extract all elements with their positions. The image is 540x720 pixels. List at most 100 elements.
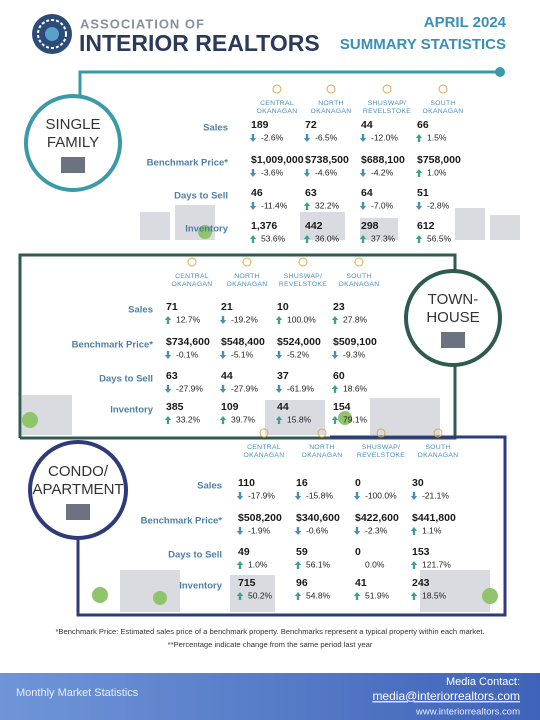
region-name: SHUSWAP/ xyxy=(362,444,400,451)
region-name: OKANAGAN xyxy=(244,452,285,459)
stat-change: 53.6% xyxy=(261,233,286,243)
footer-bar xyxy=(0,673,540,720)
arrow-up xyxy=(415,134,423,142)
region-name: CENTRAL xyxy=(260,100,294,107)
region-name: OKANAGAN xyxy=(257,108,298,115)
frame xyxy=(18,67,507,617)
arrow-down xyxy=(353,527,361,535)
stat-change: -27.9% xyxy=(176,383,203,393)
stat-value: 298 xyxy=(361,220,379,232)
stat-change: -100.0% xyxy=(365,490,397,500)
stat-value: 46 xyxy=(251,187,263,199)
stat-change: 33.2% xyxy=(176,414,201,424)
stat-value: $422,600 xyxy=(355,512,399,524)
arrow-down xyxy=(303,134,311,142)
arrow-down xyxy=(415,202,423,210)
stat-value: 44 xyxy=(277,401,289,413)
region-icon xyxy=(376,428,386,438)
stat-change: -5.1% xyxy=(231,349,254,359)
arrow-down xyxy=(249,169,257,177)
stat-value: 63 xyxy=(305,187,317,199)
region-icon xyxy=(382,84,392,94)
stat-value: 243 xyxy=(412,577,430,589)
arrow-up xyxy=(275,416,283,424)
stat-change: -9.3% xyxy=(343,349,366,359)
row-label: Sales xyxy=(128,305,153,316)
stat-value: 189 xyxy=(251,119,269,131)
row-label: Days to Sell xyxy=(99,374,153,385)
region-icon xyxy=(259,428,269,438)
stat-value: $1,009,000 xyxy=(251,154,304,166)
row-label: Benchmark Price* xyxy=(141,516,223,527)
org-line1: ASSOCIATION OF xyxy=(80,16,205,31)
stat-change: 37.3% xyxy=(371,233,396,243)
row-label: Benchmark Price* xyxy=(72,340,154,351)
region-name: NORTH xyxy=(318,100,344,107)
stat-value: 71 xyxy=(166,301,178,313)
email[interactable]: media@interiorrealtors.com xyxy=(372,689,520,703)
region-name: OKANAGAN xyxy=(339,281,380,288)
arrow-down xyxy=(331,351,339,359)
stat-change: 12.7% xyxy=(176,314,201,324)
stat-change: 51.9% xyxy=(365,590,390,600)
region-icon xyxy=(354,257,364,267)
stat-change: 54.8% xyxy=(306,590,331,600)
arrow-up xyxy=(415,235,423,243)
arrow-down xyxy=(294,492,302,500)
stat-value: 153 xyxy=(412,546,430,558)
stat-value: 41 xyxy=(355,577,367,589)
region-name: SOUTH xyxy=(425,444,450,451)
region-name: SOUTH xyxy=(430,100,455,107)
row-label: Sales xyxy=(203,123,228,134)
section-label: APARTMENT xyxy=(32,481,123,498)
stat-change: -0.1% xyxy=(176,349,199,359)
stat-value: 64 xyxy=(361,187,373,199)
stat-change: -11.4% xyxy=(261,200,288,210)
stat-change: 15.8% xyxy=(287,414,312,424)
arrow-up xyxy=(236,561,244,569)
arrow-down xyxy=(294,527,302,535)
arrow-up xyxy=(303,235,311,243)
stat-change: -17.9% xyxy=(248,490,275,500)
region-name: SOUTH xyxy=(346,273,371,280)
arrow-up xyxy=(164,416,172,424)
stat-value: 0 xyxy=(355,546,361,558)
stat-value: 30 xyxy=(412,477,424,489)
region-name: REVELSTOKE xyxy=(357,452,405,459)
house-icon xyxy=(61,157,85,173)
section-label: FAMILY xyxy=(47,134,99,151)
arrow-down xyxy=(236,492,244,500)
arrow-down xyxy=(249,134,257,142)
region-name: SHUSWAP/ xyxy=(368,100,406,107)
region-name: OKANAGAN xyxy=(227,281,268,288)
website[interactable]: www.interiorrealtors.com xyxy=(415,707,520,718)
region-name: NORTH xyxy=(234,273,260,280)
title-line1: APRIL 2024 xyxy=(424,14,507,31)
stat-value: 385 xyxy=(166,401,184,413)
stat-value: $548,400 xyxy=(221,336,265,348)
section-label: SINGLE xyxy=(45,116,100,133)
stat-value: 51 xyxy=(417,187,429,199)
stat-change: -4.2% xyxy=(371,167,394,177)
stat-change: -12.0% xyxy=(371,132,398,142)
stat-change: 1.0% xyxy=(427,167,447,177)
arrow-up xyxy=(236,592,244,600)
region-name: REVELSTOKE xyxy=(279,281,327,288)
stat-value: 442 xyxy=(305,220,323,232)
stat-value: 44 xyxy=(221,370,233,382)
arrow-up xyxy=(410,527,418,535)
contact-label: Media Contact: xyxy=(446,676,520,688)
region-icon xyxy=(242,257,252,267)
stat-value: $524,000 xyxy=(277,336,321,348)
stat-change: 1.5% xyxy=(427,132,447,142)
row-label: Days to Sell xyxy=(168,550,222,561)
arrow-down xyxy=(359,134,367,142)
stat-value: $758,000 xyxy=(417,154,461,166)
org-line2: INTERIOR REALTORS xyxy=(79,30,320,56)
stat-change: -1.9% xyxy=(248,525,271,535)
row-label: Benchmark Price* xyxy=(147,158,229,169)
arrow-up xyxy=(249,235,257,243)
arrow-up xyxy=(331,416,339,424)
section-badge xyxy=(24,94,122,192)
